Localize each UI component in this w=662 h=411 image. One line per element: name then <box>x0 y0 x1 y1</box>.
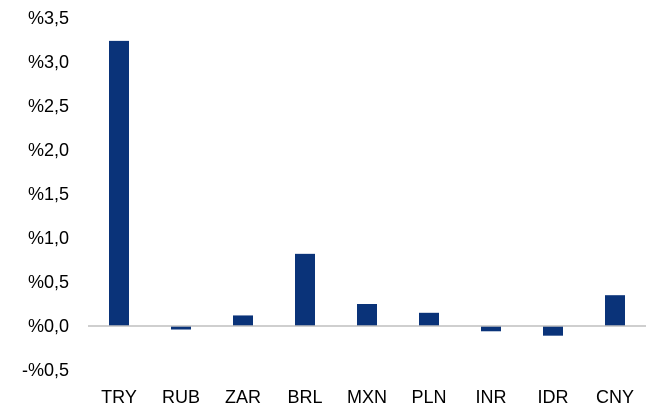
bar-cny <box>605 295 625 326</box>
x-category-label: ZAR <box>225 387 261 407</box>
bar-rub <box>171 326 191 330</box>
y-axis-tick-labels: %3,5 %3,0 %2,5 %2,0 %1,5 %1,0 %0,5 %0,0 -%0,5 <box>22 8 69 380</box>
x-category-label: INR <box>476 387 507 407</box>
bar-pln <box>419 312 439 326</box>
y-tick-label: %2,5 <box>28 96 69 116</box>
y-tick-label: %1,5 <box>28 184 69 204</box>
bar-series <box>109 40 625 336</box>
y-tick-label: -%0,5 <box>22 360 69 380</box>
x-category-label: BRL <box>287 387 322 407</box>
bar-try <box>109 40 129 326</box>
bar-idr <box>543 326 563 336</box>
x-axis-category-labels: TRY RUB ZAR BRL MXN PLN INR IDR CNY <box>101 387 634 407</box>
y-tick-label: %2,0 <box>28 140 69 160</box>
y-tick-label: %3,5 <box>28 8 69 28</box>
x-category-label: CNY <box>596 387 634 407</box>
bar-zar <box>233 315 253 326</box>
bar-inr <box>481 326 501 332</box>
x-category-label: RUB <box>162 387 200 407</box>
x-category-label: PLN <box>411 387 446 407</box>
x-category-label: TRY <box>101 387 137 407</box>
bar-mxn <box>357 304 377 326</box>
y-tick-label: %1,0 <box>28 228 69 248</box>
x-category-label: MXN <box>347 387 387 407</box>
y-tick-label: %0,5 <box>28 272 69 292</box>
x-category-label: IDR <box>538 387 569 407</box>
y-tick-label: %0,0 <box>28 316 69 336</box>
y-tick-label: %3,0 <box>28 52 69 72</box>
bar-brl <box>295 253 315 326</box>
